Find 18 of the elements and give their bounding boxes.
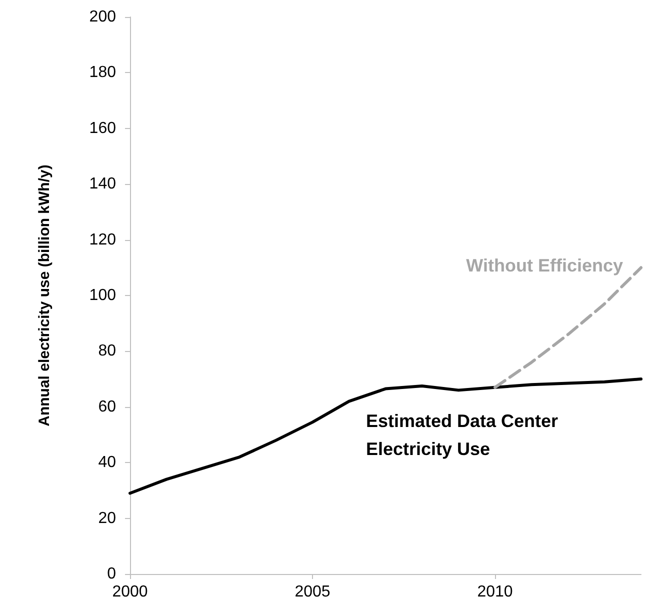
y-tick-label: 120 — [89, 231, 116, 248]
y-tick-label: 180 — [89, 64, 116, 82]
y-tick-label: 60 — [98, 398, 116, 416]
y-tick-label: 100 — [89, 287, 116, 304]
y-tick-label: 160 — [89, 120, 116, 137]
y-tick-label: 20 — [98, 510, 116, 527]
y-tick-label: 80 — [98, 342, 116, 360]
y-axis-title: Annual electricity use (billion kWh/y) — [36, 164, 53, 426]
series-label: Estimated Data Center Electricity Use — [366, 411, 564, 460]
x-tick-label: 2010 — [477, 584, 513, 600]
series-label: Without Efficiency — [466, 256, 623, 276]
line-series — [128, 378, 642, 495]
y-tick-label: 40 — [98, 454, 116, 472]
y-tick-label: 0 — [107, 566, 116, 582]
y-tick-label: 140 — [89, 176, 116, 193]
x-tick-label: 2000 — [112, 584, 148, 600]
y-tick-label: 200 — [89, 8, 116, 26]
x-tick-label: 2005 — [294, 584, 330, 600]
